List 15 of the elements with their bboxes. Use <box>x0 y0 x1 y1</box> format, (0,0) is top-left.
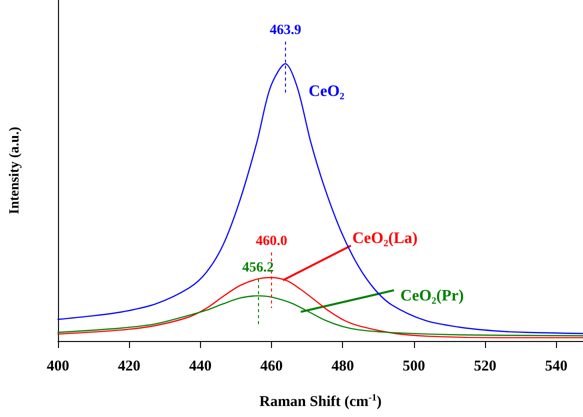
text: CeO₂(La) <box>352 230 418 248</box>
annotation: 463.9 <box>270 22 302 38</box>
series-label: CeO₂(Pr) <box>400 287 464 304</box>
x-tick-label: 440 <box>189 358 212 374</box>
x-tick-label: 460 <box>260 358 283 374</box>
annotation: 460.0 <box>256 234 288 249</box>
x-tick-label: 400 <box>46 358 70 374</box>
x-tick-label: 520 <box>474 358 496 374</box>
annotation: 456.2 <box>242 260 274 276</box>
x-tick-label: 500 <box>402 358 426 374</box>
x-tick-label: 540 <box>545 358 568 374</box>
x-tick-label: 420 <box>118 358 140 374</box>
series-label: CeO₂ <box>308 82 345 100</box>
x-tick-label: 480 <box>331 358 354 374</box>
y-axis-title: Intensity (a.u.) <box>8 126 22 214</box>
